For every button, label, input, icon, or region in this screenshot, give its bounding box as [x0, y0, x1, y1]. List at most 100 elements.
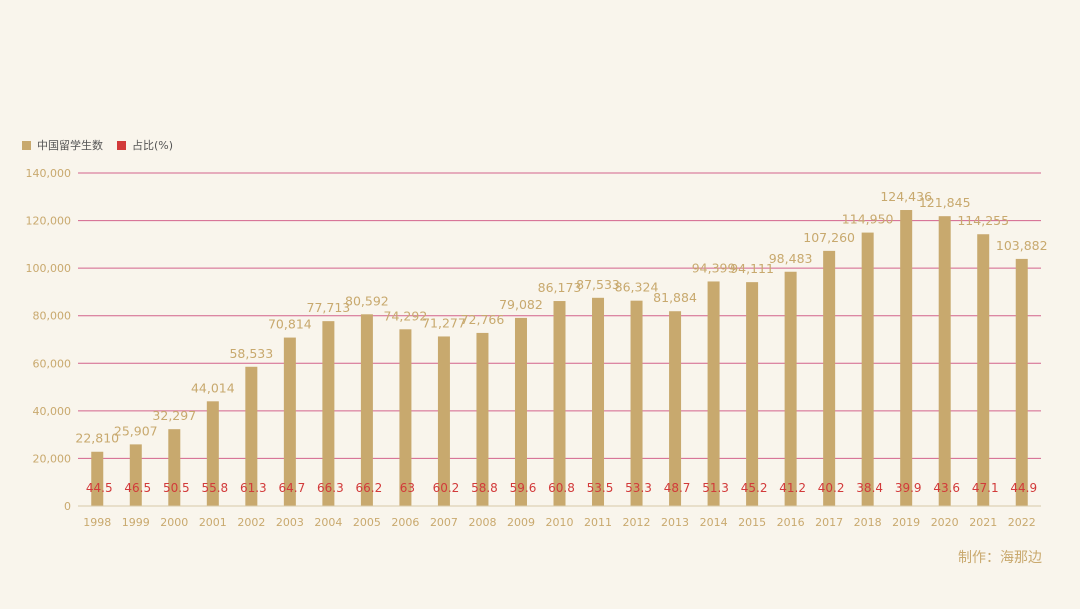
x-tick-label: 2015	[738, 516, 766, 529]
bar-value-label: 81,884	[653, 290, 697, 305]
bar	[669, 311, 682, 506]
bar-value-label: 44,014	[191, 380, 235, 395]
bar-value-label: 74,292	[384, 308, 428, 323]
x-tick-label: 2000	[160, 516, 188, 529]
share-label: 51.3	[702, 481, 729, 495]
bar	[168, 429, 181, 506]
x-tick-label: 2009	[507, 516, 535, 529]
bar-value-label: 87,533	[576, 277, 620, 292]
share-label: 64.7	[279, 481, 306, 495]
bar-value-label: 32,297	[152, 408, 196, 423]
bar-value-label: 103,882	[996, 238, 1048, 253]
x-tick-label: 2022	[1008, 516, 1036, 529]
bar	[322, 321, 335, 506]
x-tick-label: 2018	[854, 516, 882, 529]
bar	[91, 451, 104, 506]
legend-swatch-students	[22, 140, 31, 150]
share-label: 63	[400, 481, 415, 495]
legend-item-students[interactable]: 中国留学生数	[22, 137, 103, 153]
share-label: 66.2	[356, 481, 383, 495]
share-label: 60.2	[433, 481, 460, 495]
x-tick-label: 2006	[391, 516, 419, 529]
x-tick-label: 2010	[546, 516, 574, 529]
bar-value-label: 71,277	[422, 315, 466, 330]
share-label: 47.1	[972, 481, 999, 495]
share-label: 41.2	[779, 481, 806, 495]
bar-value-label: 77,713	[307, 300, 351, 315]
share-label: 60.8	[548, 481, 575, 495]
x-tick-label: 1998	[83, 516, 111, 529]
bar-value-label: 80,592	[345, 293, 389, 308]
x-tick-label: 2011	[584, 516, 612, 529]
bar-value-label: 86,173	[538, 280, 582, 295]
x-tick-label: 1999	[122, 516, 150, 529]
bar-value-label: 86,324	[615, 280, 659, 295]
bar-value-label: 98,483	[769, 251, 813, 266]
bar-value-label: 107,260	[803, 230, 855, 245]
bar	[823, 250, 836, 506]
x-tick-label: 2013	[661, 516, 689, 529]
share-label: 58.8	[471, 481, 498, 495]
share-label: 53.5	[587, 481, 614, 495]
bar	[1015, 258, 1028, 506]
x-tick-label: 2007	[430, 516, 458, 529]
x-tick-label: 2017	[815, 516, 843, 529]
bar	[514, 317, 527, 506]
bar-value-label: 114,255	[957, 213, 1009, 228]
bar	[746, 282, 759, 506]
legend-item-share[interactable]: 占比(%)	[117, 137, 173, 153]
share-label: 44.9	[1010, 481, 1037, 495]
bar-value-label: 94,399	[692, 260, 736, 275]
share-label: 59.6	[510, 481, 537, 495]
bar-value-label: 79,082	[499, 297, 543, 312]
bar	[476, 332, 489, 506]
share-label: 53.3	[625, 481, 652, 495]
x-tick-label: 2008	[468, 516, 496, 529]
x-tick-label: 2005	[353, 516, 381, 529]
y-tick-label: 60,000	[33, 357, 72, 370]
x-tick-label: 2003	[276, 516, 304, 529]
legend-swatch-share	[117, 140, 126, 150]
y-tick-label: 100,000	[26, 262, 72, 275]
y-tick-label: 120,000	[26, 215, 72, 228]
bar	[553, 301, 566, 506]
share-label: 55.8	[201, 481, 228, 495]
legend: 中国留学生数 占比(%)	[22, 137, 187, 153]
share-label: 48.7	[664, 481, 691, 495]
bar	[592, 297, 605, 506]
bar	[399, 329, 412, 506]
bar-value-label: 124,436	[880, 189, 932, 204]
y-tick-label: 0	[64, 500, 71, 513]
share-label: 44.5	[86, 481, 113, 495]
bar	[437, 336, 450, 506]
bar	[360, 314, 373, 506]
share-label: 66.3	[317, 481, 344, 495]
y-tick-label: 40,000	[33, 405, 72, 418]
y-tick-label: 80,000	[33, 310, 72, 323]
bar-value-label: 22,810	[75, 431, 119, 446]
x-tick-label: 2004	[314, 516, 342, 529]
bar-value-label: 70,814	[268, 317, 312, 332]
bar-value-label: 121,845	[919, 195, 971, 210]
bar-value-label: 94,111	[730, 261, 774, 276]
x-tick-label: 2016	[777, 516, 805, 529]
legend-label-students: 中国留学生数	[37, 139, 103, 152]
legend-label-share: 占比(%)	[132, 139, 174, 152]
x-tick-label: 2019	[892, 516, 920, 529]
bar	[245, 366, 258, 506]
x-tick-label: 2021	[969, 516, 997, 529]
share-label: 43.6	[933, 481, 960, 495]
share-label: 61.3	[240, 481, 267, 495]
bar-value-label: 72,766	[461, 312, 505, 327]
bar	[938, 216, 951, 506]
x-tick-label: 2001	[199, 516, 227, 529]
bar-value-label: 25,907	[114, 423, 158, 438]
x-tick-label: 2020	[931, 516, 959, 529]
y-tick-label: 140,000	[26, 167, 72, 180]
bar	[900, 210, 913, 506]
share-label: 40.2	[818, 481, 845, 495]
bar	[630, 300, 643, 506]
bar	[129, 444, 142, 506]
